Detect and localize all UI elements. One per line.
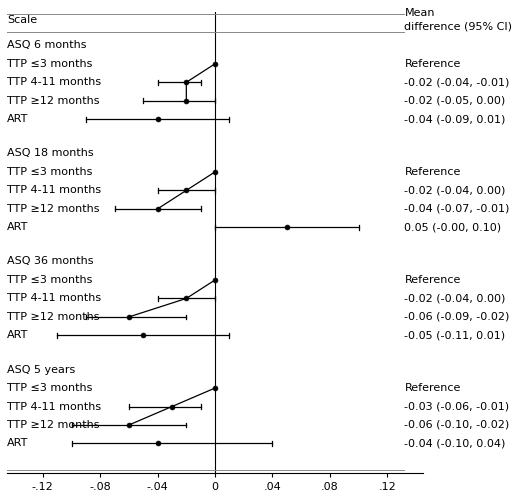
Text: -0.06 (-0.09, -0.02): -0.06 (-0.09, -0.02) (405, 312, 510, 322)
Text: TTP 4-11 months: TTP 4-11 months (7, 185, 101, 196)
Text: ASQ 6 months: ASQ 6 months (7, 40, 86, 50)
Text: TTP ≤3 months: TTP ≤3 months (7, 59, 93, 69)
Text: Scale: Scale (7, 15, 37, 25)
Text: ART: ART (7, 330, 28, 340)
Text: ASQ 18 months: ASQ 18 months (7, 148, 94, 158)
Text: -0.04 (-0.07, -0.01): -0.04 (-0.07, -0.01) (405, 204, 510, 214)
Text: -0.02 (-0.05, 0.00): -0.02 (-0.05, 0.00) (405, 96, 506, 106)
Text: -0.02 (-0.04, -0.01): -0.02 (-0.04, -0.01) (405, 77, 510, 87)
Text: Reference: Reference (405, 383, 461, 393)
Text: ART: ART (7, 439, 28, 449)
Text: -0.05 (-0.11, 0.01): -0.05 (-0.11, 0.01) (405, 330, 505, 340)
Text: -0.06 (-0.10, -0.02): -0.06 (-0.10, -0.02) (405, 420, 510, 430)
Text: -0.03 (-0.06, -0.01): -0.03 (-0.06, -0.01) (405, 402, 510, 412)
Text: TTP ≤3 months: TTP ≤3 months (7, 275, 93, 285)
Text: TTP ≥12 months: TTP ≥12 months (7, 96, 99, 106)
Text: ART: ART (7, 114, 28, 124)
Text: Reference: Reference (405, 275, 461, 285)
Text: ASQ 5 years: ASQ 5 years (7, 365, 75, 375)
Text: -0.04 (-0.09, 0.01): -0.04 (-0.09, 0.01) (405, 114, 506, 124)
Text: TTP ≤3 months: TTP ≤3 months (7, 383, 93, 393)
Text: Reference: Reference (405, 167, 461, 177)
Text: TTP 4-11 months: TTP 4-11 months (7, 293, 101, 303)
Text: Reference: Reference (405, 59, 461, 69)
Text: -0.02 (-0.04, 0.00): -0.02 (-0.04, 0.00) (405, 185, 506, 196)
Text: Mean
difference (95% CI): Mean difference (95% CI) (405, 8, 513, 31)
Text: TTP ≥12 months: TTP ≥12 months (7, 312, 99, 322)
Text: -0.04 (-0.10, 0.04): -0.04 (-0.10, 0.04) (405, 439, 506, 449)
Text: TTP 4-11 months: TTP 4-11 months (7, 402, 101, 412)
Text: TTP ≥12 months: TTP ≥12 months (7, 204, 99, 214)
Text: TTP ≤3 months: TTP ≤3 months (7, 167, 93, 177)
Text: TTP 4-11 months: TTP 4-11 months (7, 77, 101, 87)
Text: ASQ 36 months: ASQ 36 months (7, 256, 94, 266)
Text: -0.02 (-0.04, 0.00): -0.02 (-0.04, 0.00) (405, 293, 506, 303)
Text: ART: ART (7, 223, 28, 233)
Text: 0.05 (-0.00, 0.10): 0.05 (-0.00, 0.10) (405, 223, 502, 233)
Text: TTP ≥12 months: TTP ≥12 months (7, 420, 99, 430)
